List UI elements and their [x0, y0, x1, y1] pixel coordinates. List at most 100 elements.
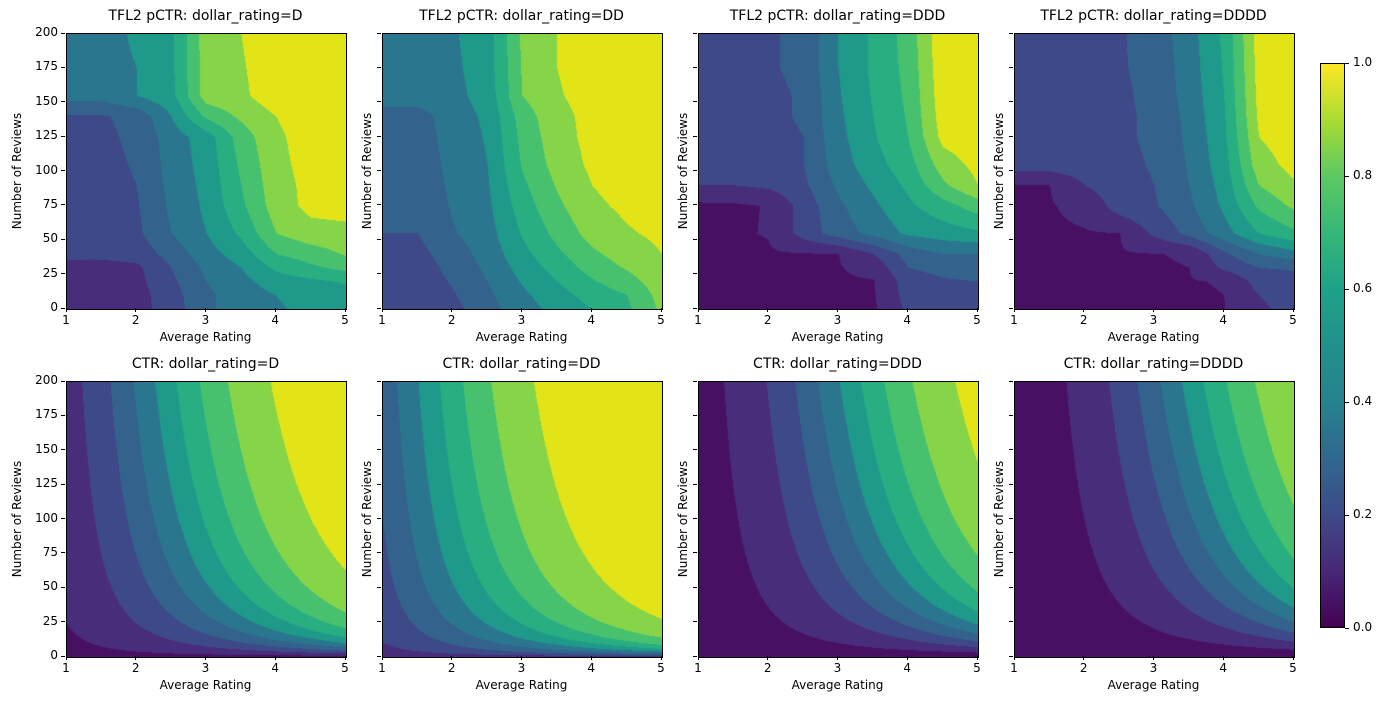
x-tick-mark — [451, 308, 453, 312]
contour-canvas — [382, 33, 663, 310]
plot-title: TFL2 pCTR: dollar_rating=DD — [419, 8, 624, 24]
y-tick-label: 75 — [42, 544, 58, 559]
x-tick-mark — [65, 308, 67, 312]
contour-canvas — [698, 381, 979, 658]
x-tick-label: 5 — [657, 313, 665, 327]
x-tick-label: 5 — [1289, 661, 1297, 675]
x-tick-label: 4 — [271, 313, 280, 327]
y-tick-mark — [377, 135, 381, 137]
x-tick-label: 4 — [903, 313, 912, 327]
x-tick-label: 1 — [62, 313, 70, 327]
y-tick-mark — [61, 135, 65, 137]
y-tick-mark — [693, 273, 697, 275]
x-tick-label: 2 — [447, 661, 456, 675]
y-tick-mark — [377, 307, 381, 309]
y-tick-mark — [377, 655, 381, 657]
y-tick-mark — [1009, 483, 1013, 485]
y-tick-mark — [61, 204, 65, 206]
y-tick-label: 0 — [50, 300, 58, 314]
y-axis-label: Number of Reviews — [992, 112, 1006, 229]
y-tick-mark — [1009, 414, 1013, 416]
x-tick-label: 4 — [1219, 313, 1228, 327]
x-tick-mark — [697, 308, 699, 312]
subplot-ctr-d: CTR: dollar_rating=D Number of Reviews A… — [10, 356, 349, 692]
y-axis-label: Number of Reviews — [992, 460, 1006, 577]
plot-title: CTR: dollar_rating=DDD — [753, 356, 922, 372]
y-tick-mark — [1009, 621, 1013, 623]
x-tick-label: 4 — [587, 313, 596, 327]
x-tick-label: 1 — [378, 313, 386, 327]
x-tick-mark — [976, 656, 978, 660]
y-tick-label: 50 — [42, 231, 58, 246]
x-tick-mark — [590, 656, 592, 660]
y-tick-mark — [1009, 238, 1013, 240]
x-axis-label: Average Rating — [159, 678, 252, 692]
y-tick-mark — [377, 204, 381, 206]
x-tick-label: 3 — [1149, 661, 1158, 675]
x-tick-mark — [1013, 656, 1015, 660]
x-tick-mark — [205, 656, 206, 660]
x-tick-mark — [381, 656, 383, 660]
y-tick-mark — [693, 518, 697, 519]
x-tick-label: 5 — [657, 661, 665, 675]
y-tick-label: 175 — [35, 407, 58, 422]
y-tick-mark — [1009, 449, 1013, 451]
y-tick-mark — [61, 552, 65, 554]
subplot-tfl2-pctr-d: TFL2 pCTR: dollar_rating=D Number of Rev… — [10, 8, 349, 344]
x-axis-label: Average Rating — [791, 678, 884, 692]
y-tick-mark — [693, 449, 697, 451]
x-axis-label: Average Rating — [475, 678, 568, 692]
y-tick-mark — [377, 32, 381, 34]
y-tick-label: 0 — [50, 648, 58, 662]
x-tick-mark — [837, 656, 838, 660]
x-tick-label: 5 — [341, 661, 349, 675]
y-tick-mark — [693, 621, 697, 623]
x-tick-mark — [1222, 656, 1224, 660]
y-tick-mark — [377, 238, 381, 240]
x-tick-mark — [660, 656, 662, 660]
contour-canvas — [1014, 33, 1295, 310]
y-tick-mark — [693, 483, 697, 485]
x-tick-mark — [906, 308, 908, 312]
x-tick-label: 3 — [201, 313, 210, 327]
y-tick-mark — [1009, 170, 1013, 171]
y-tick-label: 150 — [35, 93, 58, 108]
y-tick-mark — [693, 655, 697, 657]
y-tick-mark — [377, 380, 381, 382]
x-tick-mark — [590, 308, 592, 312]
x-tick-mark — [697, 656, 699, 660]
y-tick-mark — [61, 101, 65, 103]
x-tick-label: 2 — [447, 313, 456, 327]
contour-canvas — [698, 33, 979, 310]
x-tick-mark — [976, 308, 978, 312]
y-tick-mark — [1009, 273, 1013, 275]
y-tick-mark — [1009, 552, 1013, 554]
y-tick-mark — [1009, 32, 1013, 34]
y-tick-mark — [693, 414, 697, 416]
y-tick-label: 125 — [35, 476, 58, 491]
y-axis-label: Number of Reviews — [360, 460, 374, 577]
x-tick-label: 3 — [1149, 313, 1158, 327]
x-tick-mark — [1153, 308, 1154, 312]
x-tick-label: 2 — [1079, 313, 1088, 327]
x-axis-label: Average Rating — [1107, 678, 1200, 692]
y-tick-label: 25 — [42, 613, 58, 628]
contour-canvas — [382, 381, 663, 658]
y-tick-mark — [693, 204, 697, 206]
y-tick-mark — [61, 170, 65, 171]
x-tick-mark — [274, 656, 276, 660]
y-tick-label: 200 — [35, 373, 58, 387]
colorbar-tick-label: 0.2 — [1353, 507, 1373, 521]
y-tick-label: 75 — [42, 196, 58, 211]
x-tick-mark — [135, 656, 137, 660]
y-axis-label: Number of Reviews — [10, 460, 24, 577]
y-axis-label: Number of Reviews — [10, 112, 24, 229]
subplot-tfl2-pctr-dddd: TFL2 pCTR: dollar_rating=DDDD Number of … — [992, 8, 1297, 344]
y-tick-mark — [693, 170, 697, 171]
x-tick-mark — [1083, 308, 1085, 312]
subplot-ctr-dd: CTR: dollar_rating=DD Number of Reviews … — [360, 356, 665, 692]
x-tick-label: 1 — [1010, 661, 1018, 675]
colorbar-tick-mark — [1345, 514, 1349, 516]
y-tick-mark — [377, 66, 381, 68]
